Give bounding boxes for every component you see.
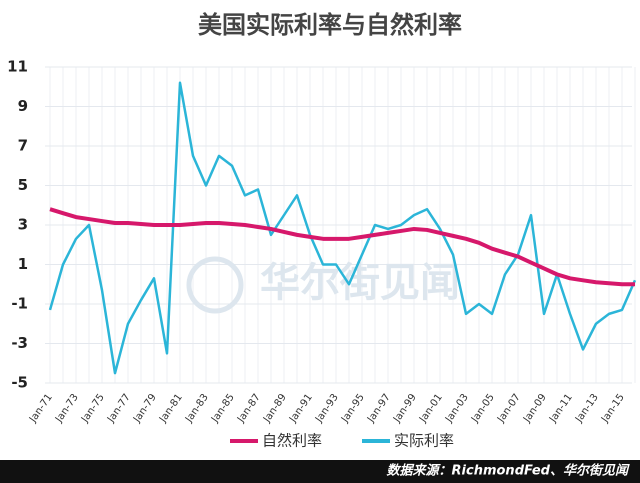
x-tick-label: Jan-99 bbox=[391, 392, 419, 425]
y-tick-label: 3 bbox=[18, 216, 28, 234]
y-tick-label: -1 bbox=[11, 295, 28, 313]
y-tick-label: 5 bbox=[18, 176, 28, 194]
legend-label: 自然利率 bbox=[262, 432, 322, 450]
chart-title: 美国实际利率与自然利率 bbox=[198, 11, 462, 39]
watermark: 华尔街见闻 bbox=[260, 260, 460, 306]
x-tick-label: Jan-77 bbox=[105, 392, 133, 425]
x-tick-label: Jan-05 bbox=[469, 392, 497, 425]
x-tick-label: Jan-07 bbox=[495, 392, 523, 425]
series-line bbox=[48, 81, 637, 375]
x-tick-label: Jan-93 bbox=[313, 392, 341, 425]
x-tick-label: Jan-13 bbox=[573, 392, 601, 425]
x-tick-label: Jan-03 bbox=[443, 392, 471, 425]
x-tick-label: Jan-87 bbox=[235, 392, 263, 425]
series-line bbox=[49, 207, 635, 287]
watermark-logo bbox=[186, 256, 244, 314]
y-tick-label: 7 bbox=[18, 137, 28, 155]
legend-label: 实际利率 bbox=[394, 432, 454, 450]
x-tick-label: Jan-11 bbox=[547, 392, 575, 425]
x-tick-label: Jan-75 bbox=[79, 392, 107, 425]
x-tick-label: Jan-01 bbox=[417, 392, 445, 425]
y-tick-label: -3 bbox=[11, 334, 28, 352]
x-tick-label: Jan-09 bbox=[521, 392, 549, 425]
source: 数据来源：RichmondFed、华尔街见闻 bbox=[387, 463, 630, 479]
x-tick-label: Jan-81 bbox=[157, 392, 185, 425]
x-tick-label: Jan-85 bbox=[209, 392, 237, 425]
x-tick-label: Jan-83 bbox=[183, 392, 211, 425]
x-tick-label: Jan-91 bbox=[287, 392, 315, 425]
x-tick-label: Jan-71 bbox=[27, 392, 55, 425]
footer-bar bbox=[0, 460, 640, 483]
x-tick-label: Jan-73 bbox=[53, 392, 81, 425]
y-tick-label: 11 bbox=[7, 58, 28, 76]
y-tick-label: 1 bbox=[18, 255, 28, 273]
y-tick-label: -5 bbox=[11, 374, 28, 392]
x-tick-label: Jan-89 bbox=[261, 392, 289, 425]
y-tick-label: 9 bbox=[18, 97, 28, 115]
x-tick-label: Jan-79 bbox=[131, 392, 159, 425]
x-tick-label: Jan-97 bbox=[365, 392, 393, 425]
x-tick-label: Jan-95 bbox=[339, 392, 367, 425]
x-tick-label: Jan-15 bbox=[599, 392, 627, 425]
